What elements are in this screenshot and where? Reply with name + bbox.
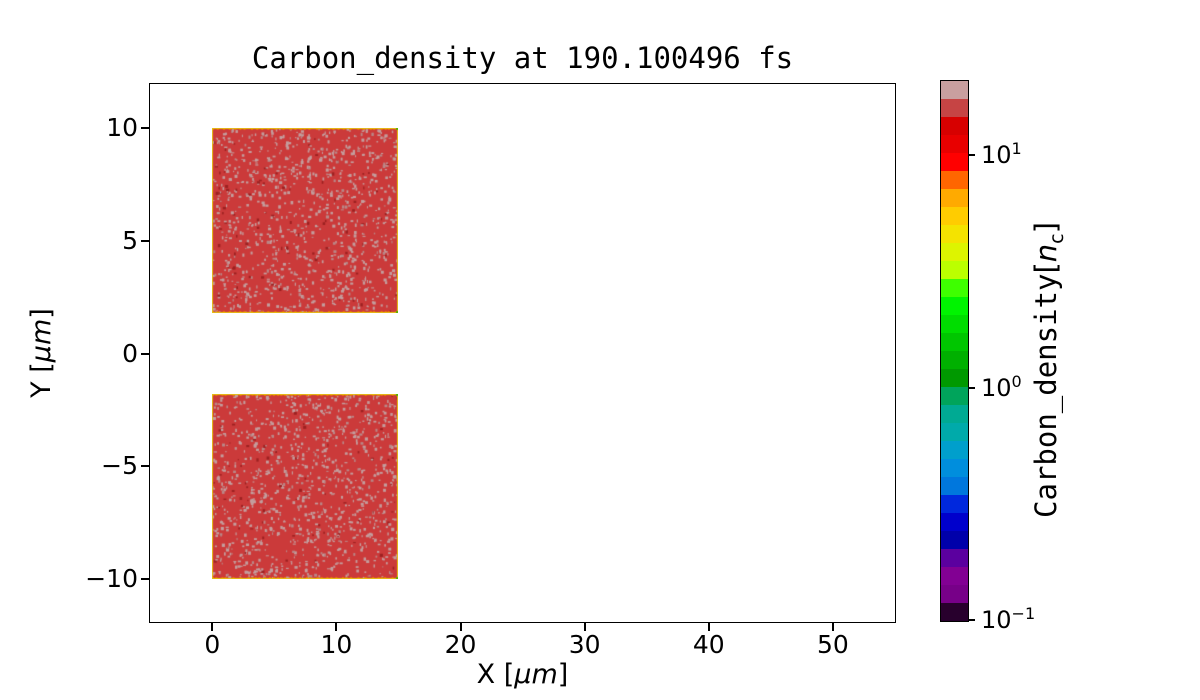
x-tick-label: 10 xyxy=(320,630,353,659)
colorbar-band xyxy=(941,333,968,351)
colorbar-band xyxy=(941,369,968,387)
colorbar-tick-label: 101 xyxy=(981,139,1022,170)
colorbar-tick-mark xyxy=(968,619,975,621)
colorbar-band xyxy=(941,567,968,585)
colorbar-tick-label: 10−1 xyxy=(981,604,1036,634)
colorbar-tick-exponent: −1 xyxy=(1011,604,1036,623)
y-tick-label: 10 xyxy=(106,113,138,143)
colorbar-band xyxy=(941,387,968,405)
x-tick-mark xyxy=(831,623,834,631)
density-block xyxy=(212,128,398,313)
colorbar-label-subscript: c xyxy=(1045,233,1068,244)
colorbar-label: Carbon_density[nc] xyxy=(1029,222,1068,518)
x-tick-mark xyxy=(583,623,586,631)
colorbar xyxy=(940,80,969,622)
colorbar-band xyxy=(941,531,968,549)
colorbar-band xyxy=(941,585,968,603)
colorbar-label-bracket-open: [ xyxy=(1029,262,1063,274)
colorbar-tick-exponent: 1 xyxy=(1011,139,1022,159)
colorbar-band xyxy=(941,477,968,495)
x-tick-label: 0 xyxy=(204,630,221,659)
y-tick-label: −10 xyxy=(85,564,138,594)
y-tick-label: 5 xyxy=(122,225,138,255)
x-tick-mark xyxy=(707,623,710,631)
y-tick-mark xyxy=(141,578,149,581)
x-axis-label-post: ] xyxy=(557,659,569,690)
colorbar-band xyxy=(941,81,968,99)
x-tick-label: 30 xyxy=(568,630,601,659)
colorbar-band xyxy=(941,441,968,459)
y-axis-label: Y [μm] xyxy=(26,308,57,398)
colorbar-band xyxy=(941,405,968,423)
colorbar-band xyxy=(941,189,968,207)
x-axis-label-unit: μm xyxy=(514,659,558,690)
x-axis-label: X [μm] xyxy=(149,660,896,690)
colorbar-tick-base: 10 xyxy=(981,373,1012,402)
colorbar-band xyxy=(941,243,968,261)
colorbar-band xyxy=(941,513,968,531)
colorbar-band xyxy=(941,459,968,477)
x-tick-label: 40 xyxy=(692,630,725,659)
y-tick-mark xyxy=(141,352,149,355)
colorbar-band xyxy=(941,117,968,135)
plot-title: Carbon_density at 190.100496 fs xyxy=(251,41,794,75)
y-axis-label-pre: Y [ xyxy=(26,362,57,398)
y-tick-mark xyxy=(141,239,149,242)
colorbar-label-symbol: n xyxy=(1029,243,1063,263)
colorbar-band xyxy=(941,603,968,621)
colorbar-band xyxy=(941,549,968,567)
colorbar-tick-mark xyxy=(968,386,975,389)
colorbar-tick-mark xyxy=(968,154,975,157)
colorbar-band xyxy=(941,171,968,189)
colorbar-label-name: Carbon_density xyxy=(1029,273,1063,518)
colorbar-tick-base: 10 xyxy=(981,606,1012,634)
colorbar-band xyxy=(941,153,968,171)
colorbar-band xyxy=(941,351,968,369)
colorbar-band xyxy=(941,423,968,441)
colorbar-band xyxy=(941,225,968,243)
density-block xyxy=(212,394,398,579)
colorbar-band xyxy=(941,99,968,117)
colorbar-label-bracket-close: ] xyxy=(1029,222,1063,234)
colorbar-tick-base: 10 xyxy=(981,141,1012,170)
colorbar-band xyxy=(941,207,968,225)
x-tick-label: 50 xyxy=(817,630,849,659)
colorbar-tick-exponent: 0 xyxy=(1011,371,1022,391)
colorbar-band xyxy=(941,279,968,297)
y-axis-label-post: ] xyxy=(26,308,57,319)
y-tick-label: 0 xyxy=(122,338,138,368)
colorbar-band xyxy=(941,495,968,513)
x-tick-mark xyxy=(335,623,338,631)
y-tick-mark xyxy=(141,465,149,468)
colorbar-tick-label: 100 xyxy=(981,371,1022,402)
colorbar-band xyxy=(941,315,968,333)
colorbar-band xyxy=(941,261,968,279)
colorbar-band xyxy=(941,297,968,315)
colorbar-band xyxy=(941,135,968,153)
y-tick-label: −5 xyxy=(101,451,138,481)
x-axis-label-pre: X [ xyxy=(476,659,515,690)
y-axis-label-unit: μm xyxy=(26,318,57,363)
x-tick-label: 20 xyxy=(444,630,477,659)
x-tick-mark xyxy=(211,623,214,631)
y-tick-mark xyxy=(141,127,149,130)
x-tick-mark xyxy=(459,623,462,631)
